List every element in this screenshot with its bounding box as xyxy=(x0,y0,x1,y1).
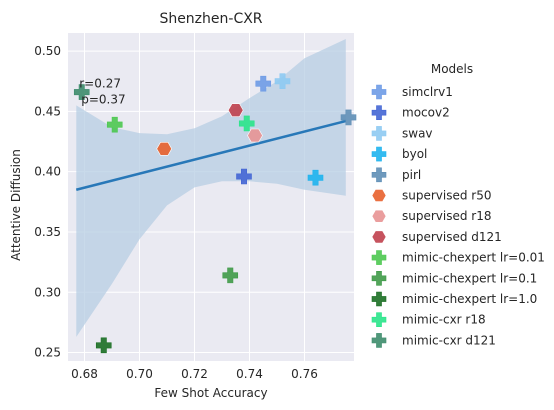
legend-item: byol xyxy=(371,146,427,162)
x-tick-labels: 0.68 0.70 0.72 0.74 0.76 xyxy=(71,367,318,381)
data-point xyxy=(274,73,291,90)
legend-label: mimic-chexpert lr=1.0 xyxy=(402,292,537,306)
legend-item: swav xyxy=(371,126,433,141)
legend-marker xyxy=(371,333,387,348)
confidence-band-layer xyxy=(76,39,346,337)
data-point xyxy=(247,128,263,143)
legend-item: mimic-chexpert lr=0.01 xyxy=(371,250,545,265)
y-tick-label: 0.25 xyxy=(34,346,61,360)
legend-item: supervised d121 xyxy=(371,230,502,244)
x-tick-label: 0.70 xyxy=(126,367,153,381)
data-point xyxy=(238,115,255,132)
legend-marker xyxy=(371,189,387,202)
data-point xyxy=(95,337,112,354)
legend-label: supervised d121 xyxy=(402,230,502,244)
regression-line xyxy=(75,119,347,191)
data-point xyxy=(156,142,173,156)
legend-marker xyxy=(371,271,387,286)
legend-label: pirl xyxy=(402,168,421,182)
y-tick-label: 0.30 xyxy=(34,285,61,299)
legend: Models simclrv1 mocov2 swav byol pirl supervi… xyxy=(371,62,545,348)
chart-title: Shenzhen-CXR xyxy=(159,11,262,27)
legend-item: mimic-cxr r18 xyxy=(371,312,486,327)
legend-label: mimic-chexpert lr=0.1 xyxy=(402,271,537,285)
legend-item: mimic-chexpert lr=0.1 xyxy=(371,271,537,286)
annotation-p: p=0.37 xyxy=(81,93,125,107)
data-point xyxy=(227,103,244,117)
confidence-band xyxy=(76,39,346,337)
data-points xyxy=(73,73,357,354)
legend-label: supervised r50 xyxy=(402,189,492,203)
legend-label: byol xyxy=(402,147,427,161)
data-point xyxy=(340,109,357,126)
y-tick-label: 0.45 xyxy=(34,104,61,118)
legend-marker xyxy=(371,126,387,141)
x-tick-label: 0.72 xyxy=(181,367,208,381)
legend-marker xyxy=(371,312,387,327)
legend-title: Models xyxy=(431,62,473,76)
legend-label: mimic-chexpert lr=0.01 xyxy=(402,251,545,265)
legend-item: pirl xyxy=(371,167,421,183)
legend-label: mimic-cxr r18 xyxy=(402,313,486,327)
y-tick-label: 0.40 xyxy=(34,165,61,179)
legend-item: simclrv1 xyxy=(371,84,453,100)
legend-marker xyxy=(371,250,387,265)
legend-label: mocov2 xyxy=(402,106,450,120)
legend-item: supervised r18 xyxy=(371,209,492,223)
regression-line-layer xyxy=(75,119,347,191)
data-point xyxy=(73,84,90,100)
legend-label: mimic-cxr d121 xyxy=(402,333,496,347)
legend-label: supervised r18 xyxy=(402,209,492,223)
legend-item: mimic-chexpert lr=1.0 xyxy=(371,291,537,307)
legend-marker xyxy=(371,291,387,307)
legend-item: mocov2 xyxy=(371,105,450,120)
correlation-annotation: r=0.27 p=0.37 xyxy=(79,77,125,107)
legend-item: supervised r50 xyxy=(371,189,492,203)
data-point xyxy=(106,116,123,133)
legend-marker xyxy=(371,230,387,244)
y-tick-label: 0.50 xyxy=(34,44,61,58)
y-axis-label: Attentive Diffusion xyxy=(9,149,23,261)
x-tick-label: 0.68 xyxy=(71,367,98,381)
legend-marker xyxy=(371,167,387,183)
y-tick-labels: 0.25 0.30 0.35 0.40 0.45 0.50 xyxy=(34,44,61,359)
data-point xyxy=(255,75,272,92)
x-tick-label: 0.76 xyxy=(291,367,318,381)
x-axis-label: Few Shot Accuracy xyxy=(154,386,267,400)
legend-item: mimic-cxr d121 xyxy=(371,333,496,348)
data-point xyxy=(307,169,324,186)
data-point xyxy=(222,267,239,284)
legend-marker xyxy=(371,105,387,120)
y-tick-label: 0.35 xyxy=(34,225,61,239)
x-tick-label: 0.74 xyxy=(236,367,263,381)
legend-label: simclrv1 xyxy=(402,85,453,99)
legend-marker xyxy=(371,84,387,100)
legend-label: swav xyxy=(402,126,433,140)
legend-marker xyxy=(371,146,387,162)
legend-marker xyxy=(371,209,387,223)
data-point xyxy=(236,168,252,185)
annotation-r: r=0.27 xyxy=(79,77,121,91)
